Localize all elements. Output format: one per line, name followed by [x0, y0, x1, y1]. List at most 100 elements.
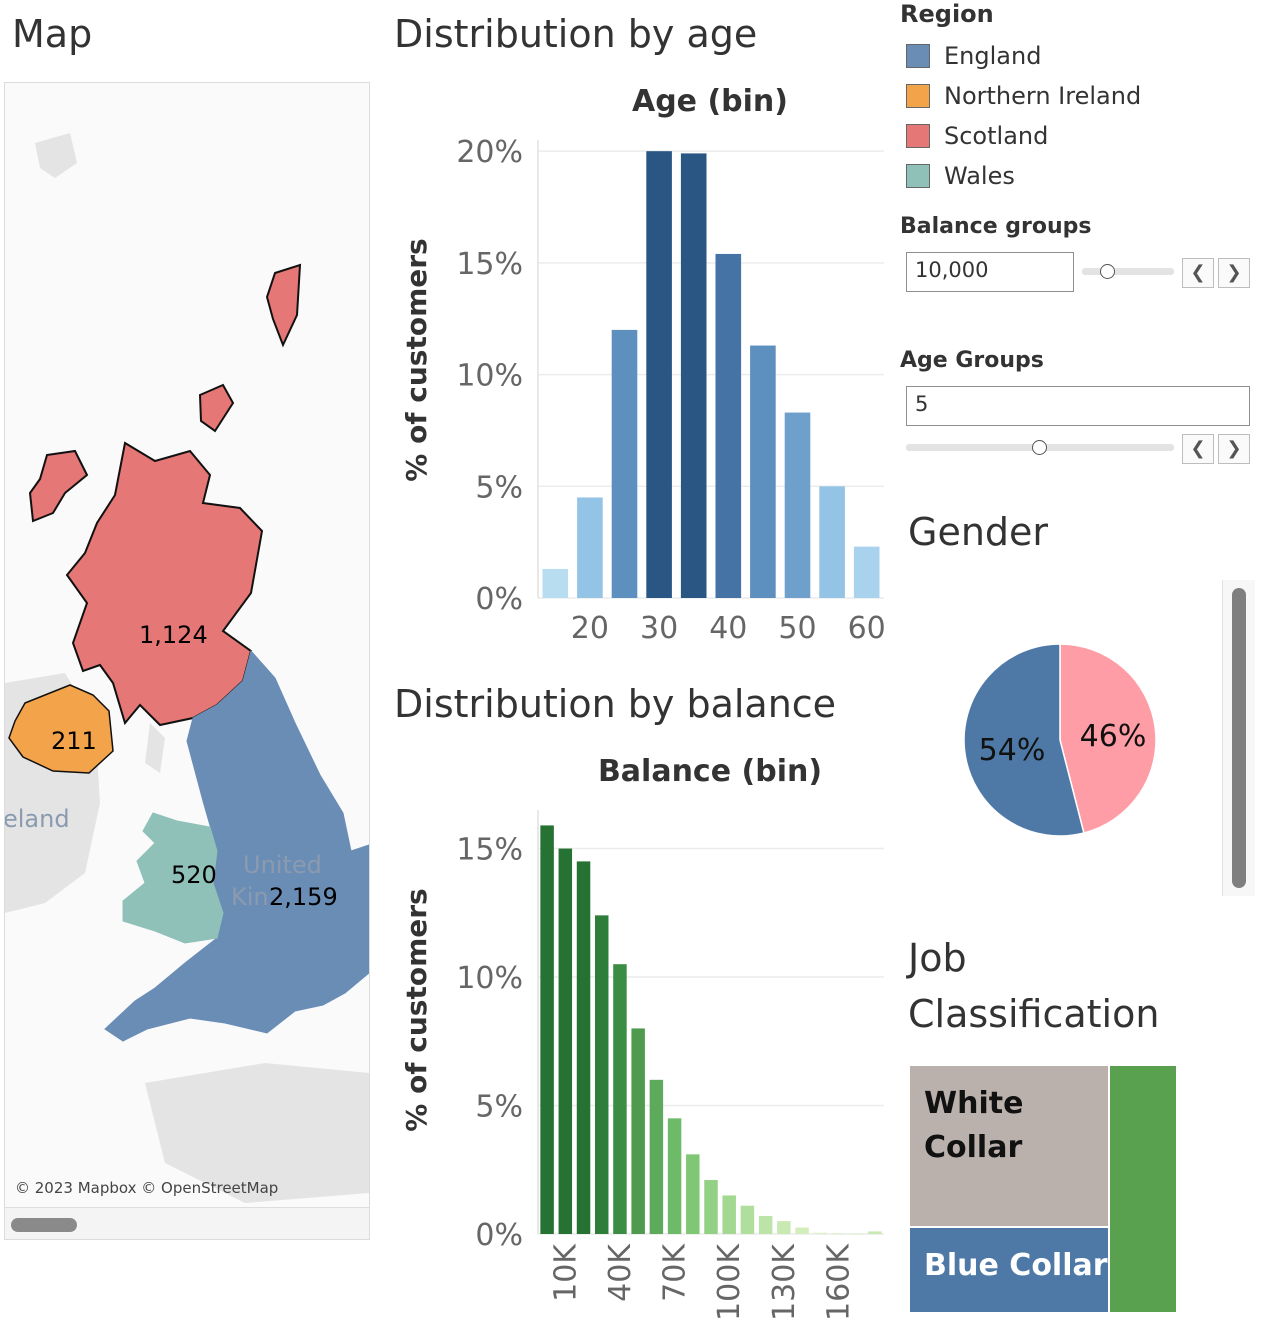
- basemap-label-uk-2: Kin: [231, 883, 269, 911]
- balance-bar[interactable]: [704, 1180, 718, 1234]
- age-bar[interactable]: [680, 153, 707, 598]
- balance-bar[interactable]: [849, 1233, 864, 1235]
- legend-swatch: [906, 84, 930, 108]
- balance-x-tick: 100K: [712, 1243, 747, 1321]
- balance-bar[interactable]: [831, 1233, 846, 1235]
- legend-swatch: [906, 44, 930, 68]
- map-value-england: 2,159: [269, 883, 338, 911]
- age-y-tick: 20%: [456, 135, 523, 170]
- balance-section-title: Distribution by balance: [394, 682, 837, 726]
- balance-bar[interactable]: [649, 1079, 664, 1234]
- gender-slice-54[interactable]: [963, 643, 1085, 837]
- balance-bar[interactable]: [576, 861, 591, 1234]
- age-bar[interactable]: [750, 345, 776, 598]
- balance-bar[interactable]: [740, 1205, 755, 1234]
- treemap-tile-blue-collar[interactable]: Blue Collar: [910, 1228, 1108, 1312]
- age-chart-title: Age (bin): [631, 84, 789, 119]
- age-x-tick: 60: [848, 611, 886, 646]
- region-legend: England Northern Ireland Scotland Wales: [906, 36, 1141, 196]
- age-groups-slider-thumb[interactable]: [1032, 440, 1047, 455]
- balance-groups-slider[interactable]: [1082, 268, 1174, 275]
- region-scotland-island[interactable]: [198, 383, 235, 433]
- age-bar[interactable]: [715, 253, 742, 598]
- map-value-wales: 520: [171, 861, 217, 889]
- map-value-scotland: 1,124: [139, 621, 208, 649]
- balance-bar[interactable]: [558, 848, 573, 1234]
- job-title-line-1: Job: [908, 936, 967, 980]
- age-section-title: Distribution by age: [394, 12, 758, 56]
- balance-bar[interactable]: [722, 1195, 736, 1234]
- map-horizontal-scrollbar[interactable]: [5, 1207, 369, 1239]
- region-scotland-island[interactable]: [265, 263, 302, 348]
- balance-groups-slider-thumb[interactable]: [1100, 264, 1115, 279]
- treemap-tile-other[interactable]: [1110, 1066, 1176, 1312]
- balance-x-tick: 130K: [767, 1243, 802, 1321]
- balance-bar[interactable]: [813, 1232, 828, 1234]
- age-bar[interactable]: [646, 151, 672, 599]
- treemap-label-white-collar-1: White: [924, 1086, 1024, 1121]
- region-scotland[interactable]: [65, 441, 264, 727]
- age-bar[interactable]: [577, 497, 603, 598]
- region-wales[interactable]: [122, 812, 224, 944]
- age-x-tick: 50: [778, 611, 816, 646]
- region-england[interactable]: [104, 649, 369, 1042]
- legend-item-england[interactable]: England: [906, 36, 1141, 76]
- balance-bar[interactable]: [758, 1216, 773, 1234]
- chevron-right-icon: ❯: [1226, 262, 1242, 283]
- legend-swatch: [906, 124, 930, 148]
- uk-map[interactable]: [5, 83, 369, 1239]
- age-chart: % of customers 20% 15% 10% 5% 0% 20 30 40 50 60: [400, 135, 886, 646]
- legend-item-wales[interactable]: Wales: [906, 156, 1141, 196]
- balance-x-tick: 10K: [548, 1243, 583, 1302]
- balance-chart-title: Balance (bin): [597, 754, 823, 789]
- isle-of-man-land: [145, 723, 165, 773]
- balance-y-tick: 5%: [475, 1090, 523, 1125]
- region-scotland-island[interactable]: [28, 449, 89, 523]
- age-groups-label: Age Groups: [900, 348, 1044, 373]
- age-groups-prev-button[interactable]: ❮: [1182, 434, 1214, 464]
- job-title-line-2: Classification: [908, 992, 1160, 1036]
- legend-title: Region: [900, 0, 994, 28]
- age-bar[interactable]: [819, 486, 845, 598]
- balance-x-tick: 70K: [658, 1243, 693, 1302]
- balance-groups-prev-button[interactable]: ❮: [1182, 258, 1214, 288]
- map-title: Map: [12, 12, 93, 56]
- balance-bar[interactable]: [594, 915, 609, 1234]
- balance-y-tick: 0%: [475, 1218, 523, 1253]
- faroe-land: [35, 133, 77, 178]
- balance-groups-input[interactable]: 10,000: [906, 252, 1074, 292]
- age-groups-next-button[interactable]: ❯: [1218, 434, 1250, 464]
- balance-chart: % of customers 15% 10% 5% 0% 10K 40K 70K 100K 1…: [400, 810, 884, 1321]
- balance-bar[interactable]: [613, 964, 627, 1234]
- job-section-title: Job Classification: [908, 930, 1159, 1042]
- age-bar[interactable]: [853, 546, 880, 598]
- region-northern-ireland[interactable]: [8, 684, 114, 774]
- balance-bar[interactable]: [795, 1227, 809, 1234]
- balance-bar[interactable]: [631, 1028, 645, 1234]
- age-bar[interactable]: [542, 568, 569, 598]
- map-scrollbar-thumb[interactable]: [11, 1218, 77, 1232]
- balance-bar[interactable]: [777, 1221, 791, 1234]
- legend-item-northern-ireland[interactable]: Northern Ireland: [906, 76, 1141, 116]
- map-view[interactable]: eland United Kin 1,124 211 520 2,159 © 2…: [4, 82, 370, 1240]
- balance-bar[interactable]: [540, 825, 554, 1234]
- gender-panel-scrollbar[interactable]: [1222, 580, 1255, 896]
- france-land: [145, 1063, 369, 1203]
- age-x-tick: 30: [640, 611, 678, 646]
- chevron-right-icon: ❯: [1226, 438, 1242, 459]
- gender-label-46: 46%: [1080, 719, 1147, 754]
- age-y-tick: 5%: [475, 470, 523, 505]
- balance-y-tick: 15%: [456, 833, 523, 868]
- legend-item-scotland[interactable]: Scotland: [906, 116, 1141, 156]
- legend-swatch: [906, 164, 930, 188]
- balance-groups-next-button[interactable]: ❯: [1218, 258, 1250, 288]
- gender-scrollbar-thumb[interactable]: [1232, 588, 1246, 888]
- gender-slice-46[interactable]: [1059, 643, 1157, 834]
- balance-bar[interactable]: [667, 1118, 682, 1234]
- age-groups-input[interactable]: 5: [906, 386, 1250, 426]
- balance-bar[interactable]: [686, 1154, 700, 1234]
- age-bar[interactable]: [784, 412, 811, 598]
- age-bar[interactable]: [611, 329, 638, 598]
- balance-bar[interactable]: [868, 1231, 882, 1234]
- treemap-tile-white-collar[interactable]: White Collar: [910, 1066, 1108, 1226]
